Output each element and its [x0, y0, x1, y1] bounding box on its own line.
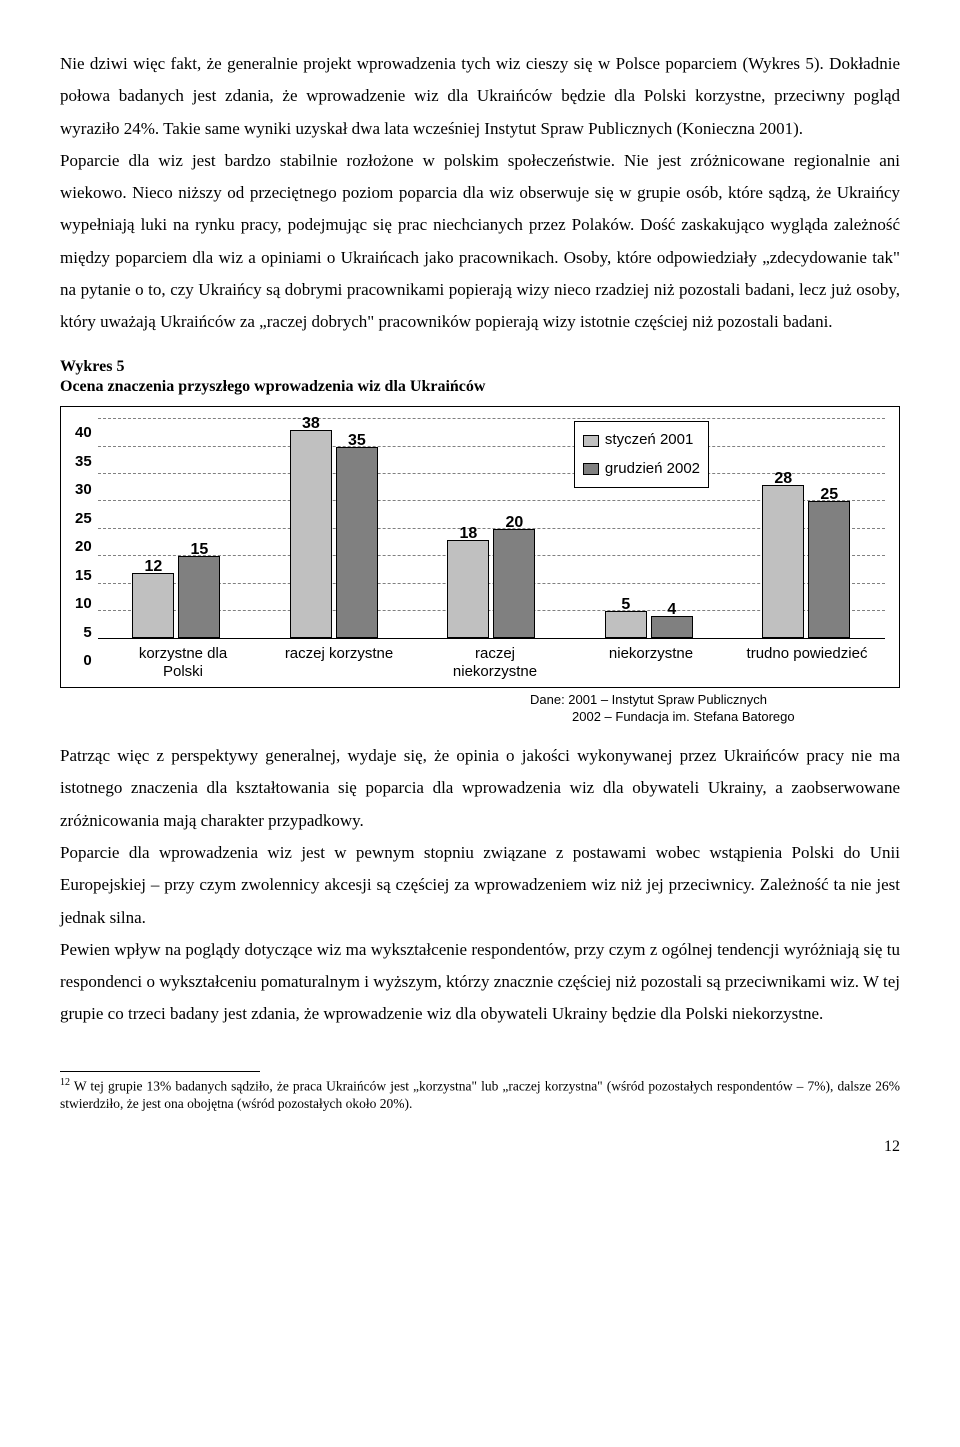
x-label: raczej korzystne — [261, 639, 417, 681]
ytick: 20 — [75, 533, 92, 562]
bar-value: 4 — [667, 595, 676, 625]
y-axis: 40 35 30 25 20 15 10 5 0 — [75, 419, 98, 639]
bar-2001: 5 — [605, 611, 647, 638]
paragraph-2: Poparcie dla wiz jest bardzo stabilnie r… — [60, 145, 900, 339]
paragraph-4: Poparcie dla wprowadzenia wiz jest w pew… — [60, 837, 900, 934]
ytick: 30 — [75, 476, 92, 505]
chart-data-source: Dane: 2001 – Instytut Spraw Publicznych … — [60, 692, 900, 726]
legend-label-2001: styczeń 2001 — [605, 426, 693, 455]
ytick: 25 — [75, 505, 92, 534]
chart-container: styczeń 2001 grudzień 2002 40 35 30 25 2… — [60, 406, 900, 688]
bar-2001: 28 — [762, 485, 804, 638]
chart-caption: Wykres 5 Ocena znaczenia przyszłego wpro… — [60, 357, 900, 399]
legend-item-2001: styczeń 2001 — [583, 426, 700, 455]
bar-2001: 38 — [290, 430, 332, 638]
ytick: 10 — [75, 590, 92, 619]
chart-legend: styczeń 2001 grudzień 2002 — [574, 421, 709, 488]
legend-swatch-2001 — [583, 435, 599, 447]
ytick: 0 — [75, 647, 92, 676]
paragraph-3: Patrząc więc z perspektywy generalnej, w… — [60, 740, 900, 837]
source-line-2: 2002 – Fundacja im. Stefana Batorego — [530, 709, 795, 724]
bar-2002: 25 — [808, 501, 850, 638]
bar-2002: 4 — [651, 616, 693, 638]
paragraph-1: Nie dziwi więc fakt, że generalnie proje… — [60, 48, 900, 145]
chart-caption-line1: Wykres 5 — [60, 357, 900, 378]
x-label: trudno powiedzieć — [729, 639, 885, 681]
bar-group: 18 20 — [413, 419, 570, 638]
x-label: korzystne dlaPolski — [105, 639, 261, 681]
ytick: 15 — [75, 562, 92, 591]
bar-group: 38 35 — [255, 419, 412, 638]
bar-group: 28 25 — [728, 419, 885, 638]
ytick: 35 — [75, 448, 92, 477]
bar-value: 15 — [191, 535, 209, 565]
footnote-number: 12 — [60, 1077, 70, 1088]
bar-value: 35 — [348, 426, 366, 456]
footnote: 12 W tej grupie 13% badanych sądziło, że… — [60, 1076, 900, 1114]
legend-label-2002: grudzień 2002 — [605, 455, 700, 484]
x-label: raczejniekorzystne — [417, 639, 573, 681]
bar-value: 25 — [820, 480, 838, 510]
chart-caption-line2: Ocena znaczenia przyszłego wprowadzenia … — [60, 377, 900, 398]
bar-value: 20 — [505, 508, 523, 538]
bar-groups: 12 15 38 35 18 20 5 4 28 25 — [98, 419, 885, 638]
bar-value: 18 — [459, 519, 477, 549]
bar-value: 12 — [145, 552, 163, 582]
legend-item-2002: grudzień 2002 — [583, 455, 700, 484]
bar-2002: 20 — [493, 529, 535, 639]
bar-value: 28 — [774, 464, 792, 494]
x-axis: korzystne dlaPolski raczej korzystne rac… — [105, 639, 885, 681]
bar-2001: 12 — [132, 573, 174, 639]
bar-2002: 35 — [336, 447, 378, 639]
page-number: 12 — [60, 1132, 900, 1162]
bar-2002: 15 — [178, 556, 220, 638]
ytick: 5 — [75, 619, 92, 648]
footnote-separator — [60, 1071, 260, 1072]
bar-value: 5 — [621, 590, 630, 620]
source-line-1: Dane: 2001 – Instytut Spraw Publicznych — [530, 692, 767, 707]
footnote-text: W tej grupie 13% badanych sądziło, że pr… — [60, 1078, 900, 1111]
chart-plot-area: 12 15 38 35 18 20 5 4 28 25 — [98, 419, 885, 639]
bar-2001: 18 — [447, 540, 489, 639]
paragraph-5: Pewien wpływ na poglądy dotyczące wiz ma… — [60, 934, 900, 1031]
bar-group: 12 15 — [98, 419, 255, 638]
ytick: 40 — [75, 419, 92, 448]
x-label: niekorzystne — [573, 639, 729, 681]
bar-value: 38 — [302, 409, 320, 439]
legend-swatch-2002 — [583, 463, 599, 475]
